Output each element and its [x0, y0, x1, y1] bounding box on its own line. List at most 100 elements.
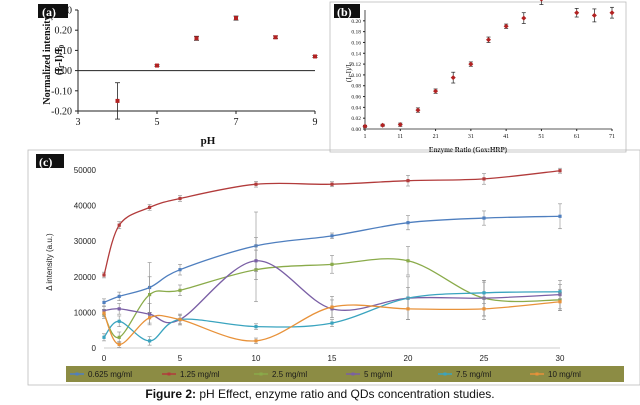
c-data-point [482, 177, 486, 181]
c-data-point [102, 335, 106, 339]
c-data-point [482, 291, 486, 295]
panel-b-ylabel: (If-I)/I0 [345, 61, 355, 82]
c-data-point [117, 294, 121, 298]
c-legend-label: 7.5 mg/ml [456, 370, 491, 379]
a-xtick-label: 3 [76, 117, 81, 128]
b-data-point [486, 37, 491, 43]
b-ytick-label: 0.20 [351, 19, 361, 25]
panel-a-ylabel-line2: (If-I)/I0 [54, 44, 66, 75]
a-ytick-label: 0.20 [55, 26, 73, 37]
c-xtick-label: 5 [178, 354, 183, 363]
b-ytick-label: 0.10 [351, 73, 361, 79]
c-series-line [103, 260, 561, 324]
c-series-c125 [102, 167, 562, 279]
panel-b-label-bg [334, 4, 360, 18]
a-xtick-label: 5 [155, 117, 160, 128]
a-ytick-label: 0.10 [55, 46, 73, 57]
c-legend-item: 5 mg/ml [346, 370, 393, 379]
b-data-point [609, 10, 615, 16]
panel-a-ph-effect: (a) 0.30 0.20 0.10 0.00 -0.10 -0.20 3 5 7 9 pH No… [38, 4, 318, 147]
panel-b-frame [329, 1, 627, 153]
b-data-point [591, 12, 597, 18]
panel-c-legend: 0.625 mg/ml 1.25 mg/ml 2.5 mg/ml 5 mg/ml 7.5… [70, 370, 581, 379]
b-ytick-label: 0.18 [351, 30, 361, 36]
c-data-point [330, 305, 334, 309]
c-data-point [558, 290, 562, 294]
c-ytick-label: 50000 [74, 166, 97, 175]
c-legend-label: 10 mg/ml [548, 370, 581, 379]
a-data-point [273, 35, 278, 40]
c-data-point [117, 335, 121, 339]
c-data-point [102, 273, 106, 277]
c-legend-marker [535, 372, 539, 376]
c-data-point [330, 234, 334, 238]
c-series-line [103, 215, 561, 304]
c-data-point [178, 196, 182, 201]
b-xtick-label: 61 [574, 134, 580, 140]
c-data-point [178, 268, 182, 272]
c-ytick-label: 20000 [74, 273, 97, 282]
c-ytick-label: 40000 [74, 202, 97, 211]
c-data-point [482, 307, 486, 311]
c-data-point [406, 307, 410, 311]
a-xtick-label: 9 [313, 117, 318, 128]
c-data-point [178, 288, 182, 292]
panel-c-legend-bg [66, 366, 624, 382]
c-series-line [103, 258, 561, 339]
c-ytick-label: 30000 [74, 237, 97, 246]
b-xtick-label: 1 [364, 134, 367, 140]
c-legend-marker [75, 372, 79, 376]
c-data-point [254, 325, 258, 329]
panel-a-label-bg [38, 4, 68, 18]
b-ytick-label: 0.16 [351, 40, 361, 46]
b-xtick-label: 11 [397, 134, 403, 140]
c-xtick-label: 20 [404, 354, 413, 363]
c-data-point [148, 316, 152, 320]
c-data-point [117, 319, 121, 323]
b-data-point [362, 123, 368, 129]
c-data-point [102, 311, 106, 315]
c-legend-marker [443, 372, 447, 376]
a-data-point [115, 98, 120, 103]
c-data-point [406, 259, 410, 263]
c-data-point [254, 259, 258, 263]
panel-b-label: (b) [337, 5, 352, 19]
b-data-point [503, 23, 509, 29]
panel-c-series [102, 167, 562, 348]
c-data-point [482, 216, 486, 220]
c-legend-item: 1.25 mg/ml [162, 370, 220, 379]
b-ytick-label: 0.02 [351, 116, 361, 122]
c-data-point [148, 205, 152, 209]
c-legend-item: 10 mg/ml [530, 370, 581, 379]
c-legend-label: 0.625 mg/ml [88, 370, 132, 379]
a-ytick-label: -0.10 [51, 86, 72, 97]
figure-caption-label: Figure 2: [145, 387, 197, 401]
b-data-point [574, 10, 580, 16]
c-data-point [406, 179, 410, 183]
panel-c-qd-concentration: (c) 50000 40000 30000 20000 10000 00 5 10 15 20 25… [27, 149, 640, 386]
panel-a-xlabel: pH [201, 135, 216, 147]
panel-b-enzyme-ratio: (b) 0.00 0.02 0.04 0.06 0.08 0.10 0.12 0.14 0.16… [329, 0, 627, 154]
b-ytick-label: 0.04 [351, 105, 361, 111]
c-xtick-label: 15 [328, 354, 337, 363]
b-ytick-label: 0.00 [351, 127, 361, 133]
b-xtick-label: 51 [538, 134, 544, 140]
c-data-point [148, 293, 152, 297]
b-xtick-label: 21 [433, 134, 439, 140]
b-data-point [450, 75, 456, 81]
panel-c-frame [27, 149, 640, 386]
panel-c-ylabel: Δ intensity (a.u.) [45, 233, 54, 291]
c-xtick-label: 30 [556, 354, 565, 363]
panel-b-tick-labels: 0.00 0.02 0.04 0.06 0.08 0.10 0.12 0.14 0.16 0.18… [351, 19, 615, 140]
c-series-c0625 [102, 203, 562, 313]
a-data-point [234, 16, 238, 21]
b-xtick-label: 41 [503, 134, 509, 140]
b-ytick-label: 0.12 [351, 62, 361, 68]
a-ytick-label: -0.20 [51, 107, 72, 118]
b-ytick-label: 0.06 [351, 95, 361, 101]
panel-c-label-bg [36, 154, 64, 168]
c-series-line [103, 291, 561, 342]
c-data-point [558, 300, 562, 304]
c-data-point [117, 307, 121, 311]
